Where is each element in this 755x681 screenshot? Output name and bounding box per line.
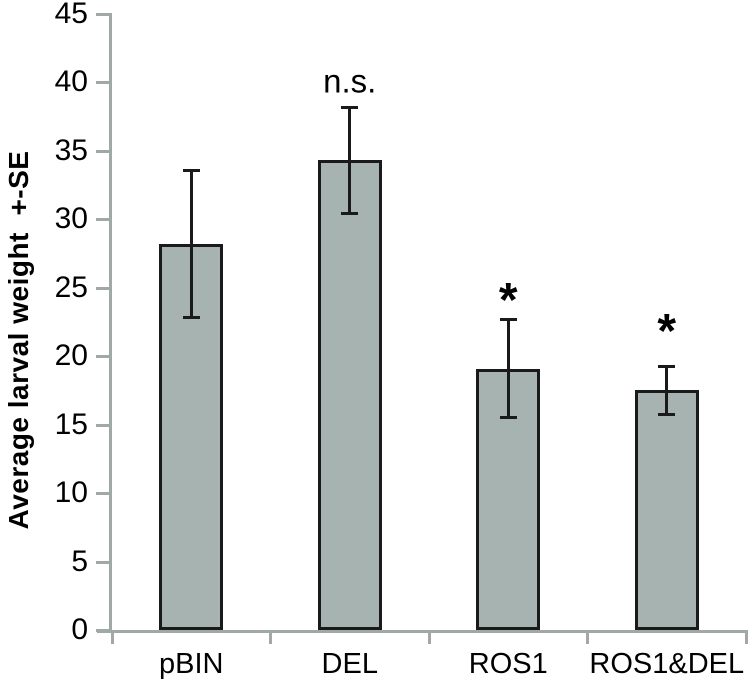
y-tick-label: 0 <box>71 613 88 646</box>
error-bar-del <box>348 107 352 214</box>
error-bar-cap-bottom-ros1 <box>499 415 517 419</box>
y-tick <box>96 355 109 359</box>
y-tick-label: 20 <box>54 339 88 373</box>
y-tick <box>96 629 109 632</box>
x-axis-label-del: DEL <box>321 648 378 680</box>
y-tick <box>96 423 109 427</box>
y-tick <box>96 13 109 16</box>
x-tick <box>269 630 272 644</box>
error-bar-cap-bottom-del <box>341 211 359 215</box>
annotation-star-ros1-del: * <box>657 304 677 358</box>
x-tick <box>427 630 431 644</box>
y-tick <box>96 81 109 85</box>
y-tick-label: 10 <box>54 476 88 510</box>
x-tick <box>586 630 589 644</box>
error-bar-cap-bottom-ros1-del <box>658 413 676 417</box>
error-bar-cap-top-ros1 <box>499 318 517 322</box>
x-tick <box>110 630 114 644</box>
x-axis-label-ros1-del: ROS1&DEL <box>589 648 745 680</box>
y-tick <box>96 218 109 222</box>
error-bar-pbin <box>189 170 193 318</box>
y-tick-label: 35 <box>54 133 88 167</box>
bar-ros1-del <box>634 390 699 630</box>
x-tick <box>744 630 748 644</box>
y-tick <box>96 492 109 496</box>
error-bar-ros1 <box>506 319 510 418</box>
x-axis-line <box>97 630 748 633</box>
x-axis-label-ros1: ROS1 <box>468 648 548 680</box>
y-tick-label: 30 <box>54 202 88 236</box>
error-bar-cap-top-pbin <box>182 169 200 173</box>
y-tick-label: 25 <box>54 270 88 304</box>
y-tick <box>96 286 109 290</box>
annotation-star-ros1: * <box>498 274 518 328</box>
error-bar-ros1-del <box>665 365 669 416</box>
error-bar-cap-bottom-pbin <box>182 315 200 319</box>
error-bar-cap-top-del <box>341 106 359 110</box>
y-axis-line <box>109 13 112 633</box>
y-tick <box>96 149 109 153</box>
y-tick <box>96 560 109 564</box>
y-tick-label: 40 <box>54 65 88 99</box>
error-bar-cap-top-ros1-del <box>658 364 676 368</box>
annotation-n-s--del: n.s. <box>323 62 377 100</box>
y-tick-label: 45 <box>54 0 88 30</box>
x-axis-label-pbin: pBIN <box>159 648 224 680</box>
y-tick-label: 15 <box>54 407 88 441</box>
y-tick-label: 5 <box>71 544 88 578</box>
bar-del <box>317 160 382 630</box>
